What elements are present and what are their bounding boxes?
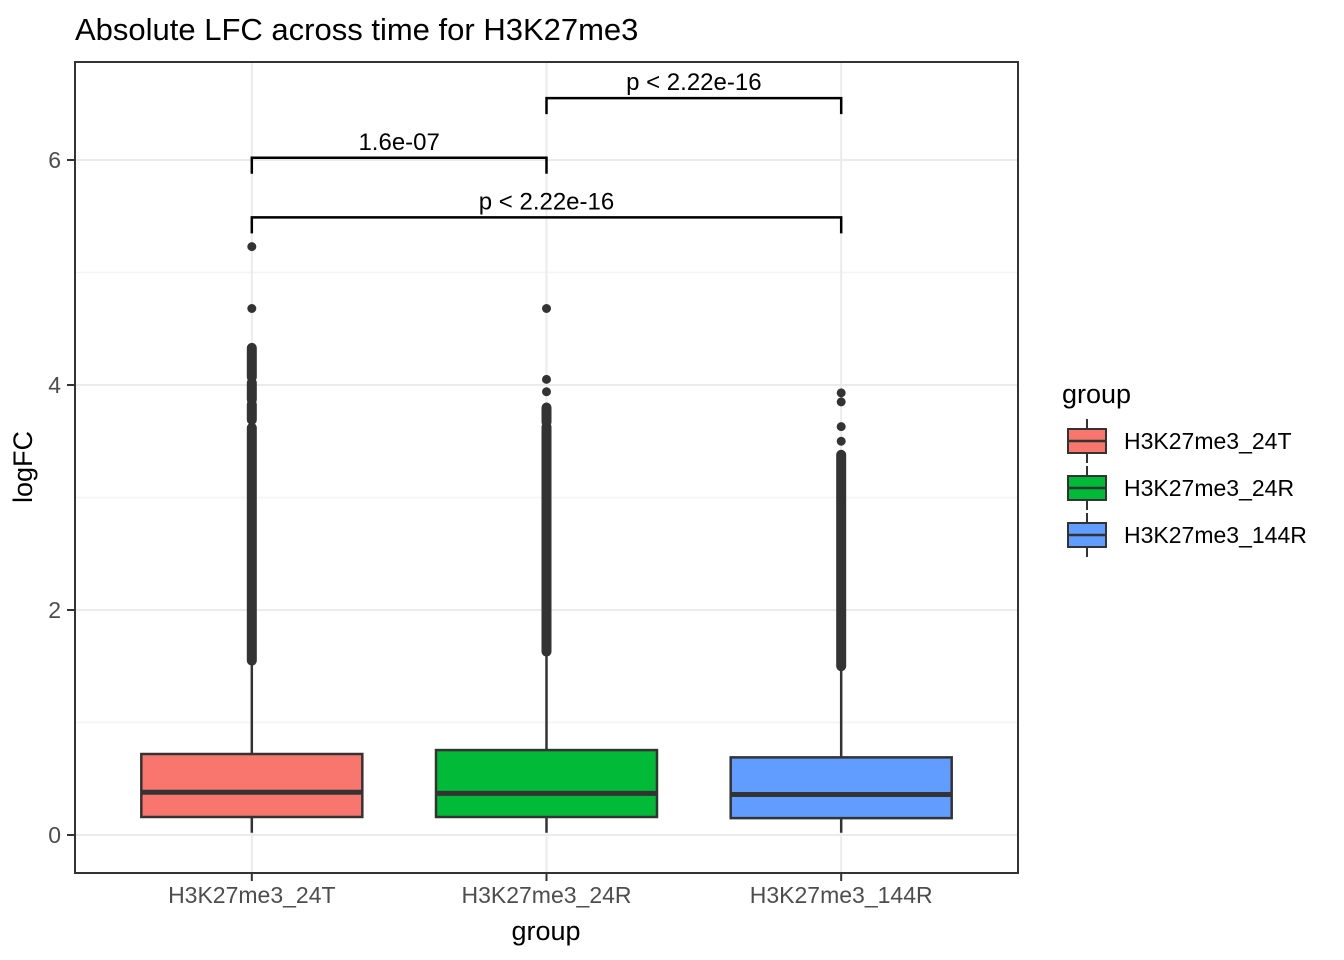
significance-bracket — [250, 216, 843, 234]
significance-bracket — [545, 96, 843, 115]
outlier-point — [542, 387, 551, 397]
legend-layer: H3K27me3_24T H3K27me3_24R H3K27me3_144R — [1067, 419, 1307, 557]
legend-item-label: H3K27me3_24R — [1124, 475, 1294, 501]
box — [434, 748, 659, 819]
y-tick-label: 2 — [48, 597, 61, 623]
y-tick-label: 6 — [48, 147, 61, 173]
significance-bracket — [250, 156, 548, 174]
boxplot-data-layer — [140, 242, 953, 833]
y-tick-label: 0 — [48, 822, 61, 848]
outlier-point — [247, 304, 257, 313]
outlier-point — [836, 388, 846, 398]
legend-item-label: H3K27me3_24T — [1124, 428, 1292, 454]
outlier-point — [542, 374, 551, 384]
y-axis-title: logFC — [8, 431, 38, 503]
outlier-point — [836, 397, 846, 407]
legend-title: group — [1062, 379, 1131, 409]
legend-item-label: H3K27me3_144R — [1124, 522, 1307, 548]
outlier-point — [836, 422, 846, 432]
significance-label: p < 2.22e-16 — [626, 69, 761, 96]
x-axis-title: group — [511, 916, 580, 946]
chart-title: Absolute LFC across time for H3K27me3 — [75, 12, 638, 47]
outlier-point — [247, 242, 257, 252]
axes-layer: 0 2 4 6 H3K27me3_24T H3K27me3_24R H3K27me3_144… — [48, 61, 1019, 908]
y-tick-label: 4 — [48, 372, 61, 398]
x-tick-label: H3K27me3_24R — [461, 882, 631, 908]
x-tick-label: H3K27me3_144R — [750, 882, 933, 908]
box — [140, 752, 364, 819]
significance-brackets-layer: 1.6e-07 p < 2.22e-16 p < 2.22e-16 — [250, 69, 843, 234]
outlier-point — [836, 436, 846, 446]
significance-label: p < 2.22e-16 — [479, 188, 614, 215]
x-tick-label: H3K27me3_24T — [168, 882, 336, 908]
outlier-point — [542, 304, 551, 313]
significance-label: 1.6e-07 — [358, 129, 439, 156]
panel-border — [74, 61, 1019, 874]
box — [729, 756, 953, 820]
